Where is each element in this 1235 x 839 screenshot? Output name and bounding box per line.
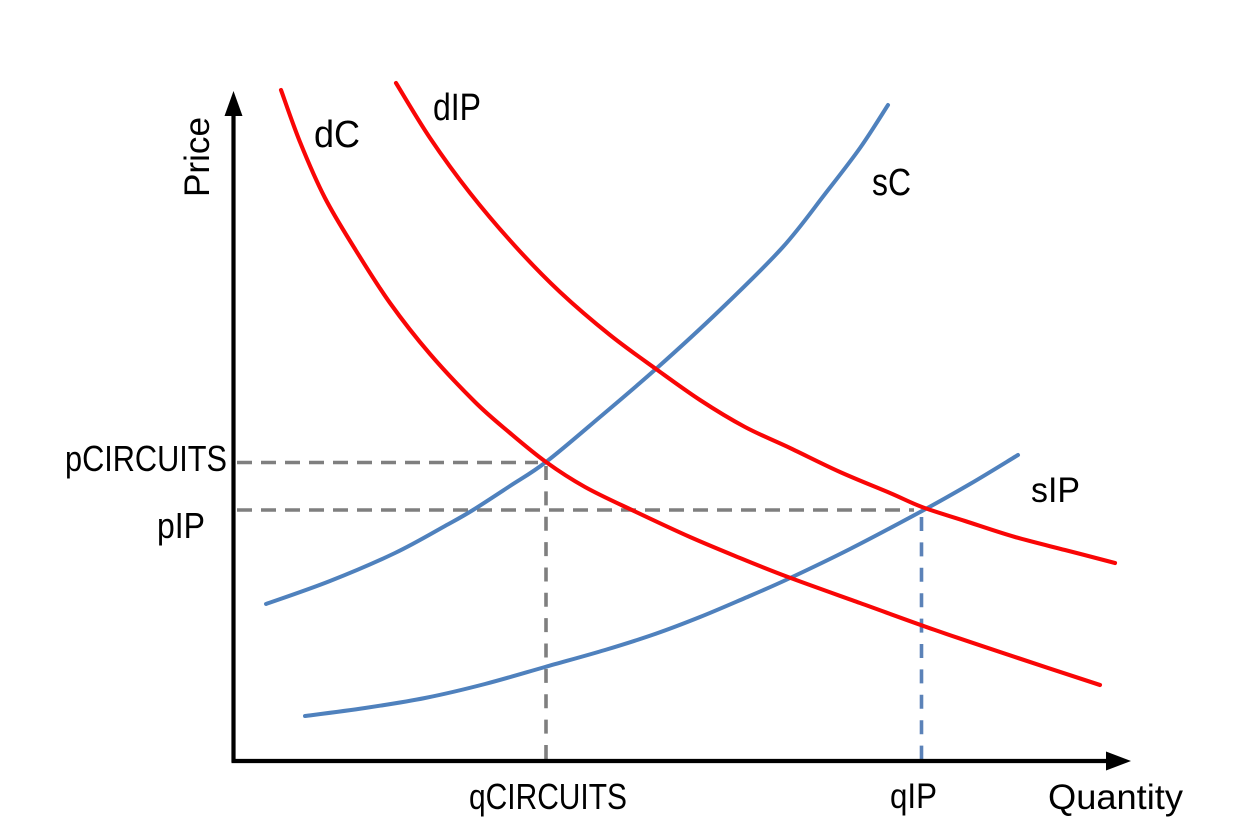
svg-text:sIP: sIP [1031,471,1080,510]
svg-text:dC: dC [314,114,360,156]
svg-text:pIP: pIP [157,505,205,546]
svg-text:pCIRCUITS: pCIRCUITS [65,438,227,479]
svg-text:qIP: qIP [890,777,937,816]
svg-text:qCIRCUITS: qCIRCUITS [469,776,627,817]
svg-text:Quantity: Quantity [1048,778,1184,817]
svg-text:dIP: dIP [433,87,481,129]
svg-text:sC: sC [872,162,911,204]
svg-text:Price: Price [178,117,217,197]
